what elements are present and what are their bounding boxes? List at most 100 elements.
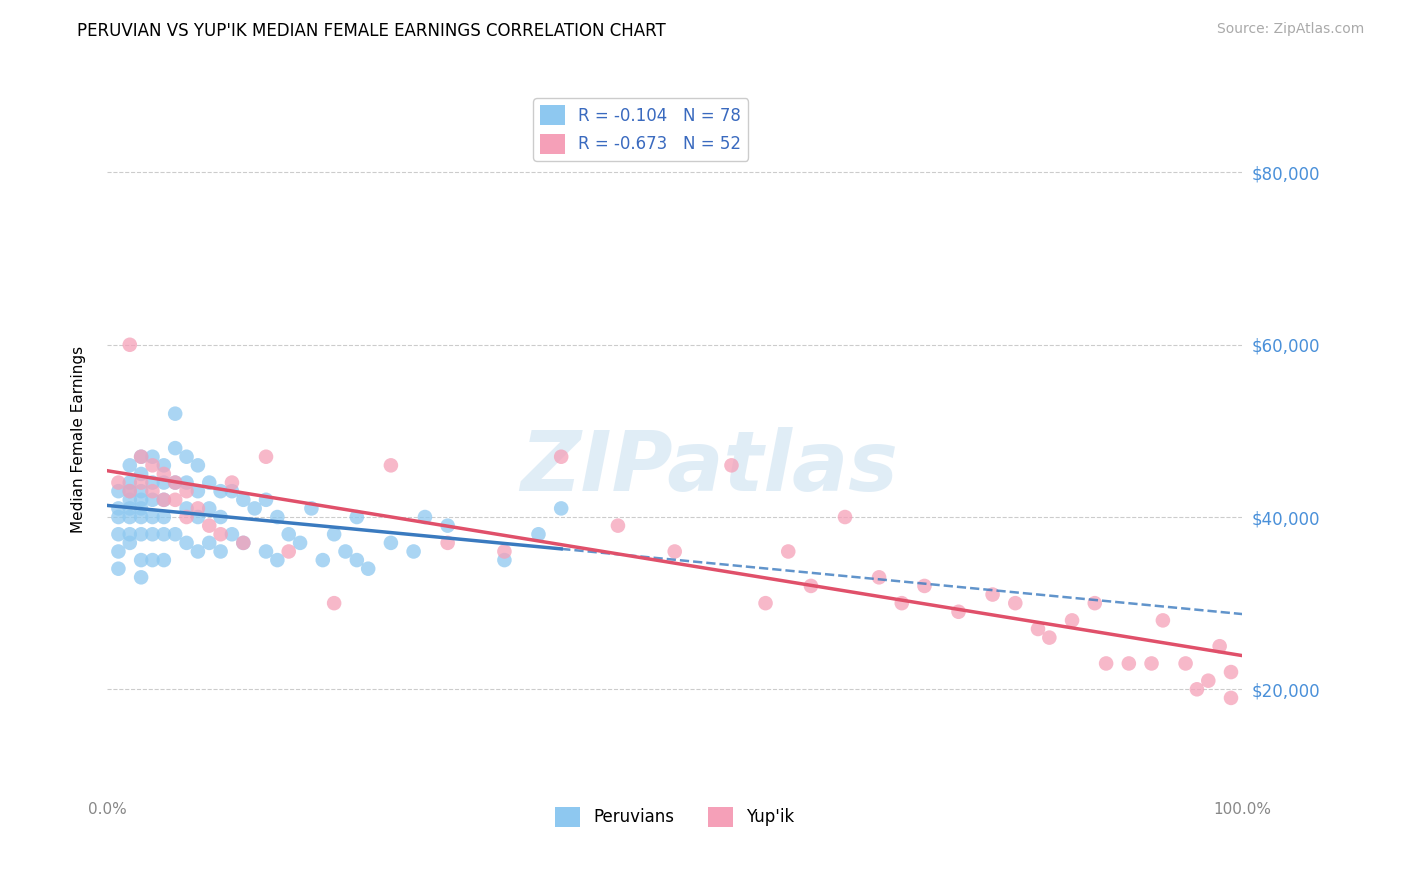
Point	[664, 544, 686, 558]
Point	[187, 501, 209, 516]
Point	[165, 441, 187, 455]
Point	[129, 570, 152, 584]
Point	[550, 450, 572, 464]
Point	[165, 475, 187, 490]
Point	[176, 450, 198, 464]
Point	[141, 510, 163, 524]
Point	[1060, 614, 1083, 628]
Point	[107, 501, 129, 516]
Point	[141, 553, 163, 567]
Point	[153, 475, 176, 490]
Point	[153, 492, 176, 507]
Point	[209, 544, 232, 558]
Point	[118, 492, 141, 507]
Point	[141, 492, 163, 507]
Point	[153, 467, 176, 481]
Point	[176, 536, 198, 550]
Point	[720, 458, 742, 473]
Point	[209, 484, 232, 499]
Point	[607, 518, 630, 533]
Point	[165, 527, 187, 541]
Point	[243, 501, 266, 516]
Point	[107, 562, 129, 576]
Point	[118, 510, 141, 524]
Point	[232, 492, 254, 507]
Point	[153, 510, 176, 524]
Point	[1084, 596, 1107, 610]
Point	[198, 518, 221, 533]
Point	[436, 536, 458, 550]
Point	[129, 484, 152, 499]
Point	[176, 510, 198, 524]
Point	[1208, 639, 1230, 653]
Point	[118, 484, 141, 499]
Point	[107, 484, 129, 499]
Point	[153, 492, 176, 507]
Point	[176, 484, 198, 499]
Point	[129, 450, 152, 464]
Point	[550, 501, 572, 516]
Point	[380, 458, 402, 473]
Point	[323, 596, 346, 610]
Point	[948, 605, 970, 619]
Point	[129, 475, 152, 490]
Point	[129, 510, 152, 524]
Point	[118, 484, 141, 499]
Point	[129, 467, 152, 481]
Point	[1004, 596, 1026, 610]
Point	[1152, 614, 1174, 628]
Point	[1118, 657, 1140, 671]
Point	[494, 553, 516, 567]
Point	[176, 501, 198, 516]
Point	[527, 527, 550, 541]
Point	[221, 475, 243, 490]
Point	[800, 579, 823, 593]
Point	[209, 527, 232, 541]
Point	[494, 544, 516, 558]
Point	[107, 544, 129, 558]
Point	[198, 501, 221, 516]
Point	[165, 475, 187, 490]
Point	[232, 536, 254, 550]
Point	[868, 570, 890, 584]
Point	[266, 553, 288, 567]
Point	[277, 544, 299, 558]
Point	[129, 501, 152, 516]
Y-axis label: Median Female Earnings: Median Female Earnings	[72, 346, 86, 533]
Point	[153, 553, 176, 567]
Point	[165, 407, 187, 421]
Point	[165, 492, 187, 507]
Point	[1185, 682, 1208, 697]
Text: ZIPatlas: ZIPatlas	[520, 427, 897, 508]
Point	[299, 501, 322, 516]
Point	[277, 527, 299, 541]
Point	[141, 527, 163, 541]
Point	[187, 484, 209, 499]
Point	[778, 544, 800, 558]
Point	[254, 492, 277, 507]
Point	[176, 475, 198, 490]
Point	[1174, 657, 1197, 671]
Point	[266, 510, 288, 524]
Point	[129, 527, 152, 541]
Point	[1038, 631, 1060, 645]
Point	[198, 536, 221, 550]
Point	[1220, 665, 1243, 679]
Point	[754, 596, 776, 610]
Text: PERUVIAN VS YUP'IK MEDIAN FEMALE EARNINGS CORRELATION CHART: PERUVIAN VS YUP'IK MEDIAN FEMALE EARNING…	[77, 22, 666, 40]
Point	[198, 475, 221, 490]
Point	[1197, 673, 1219, 688]
Point	[209, 510, 232, 524]
Point	[1140, 657, 1163, 671]
Point	[1220, 690, 1243, 705]
Point	[254, 450, 277, 464]
Point	[323, 527, 346, 541]
Legend: Peruvians, Yup'ik: Peruvians, Yup'ik	[548, 800, 801, 834]
Point	[187, 510, 209, 524]
Point	[335, 544, 357, 558]
Point	[118, 338, 141, 352]
Point	[153, 458, 176, 473]
Point	[981, 588, 1004, 602]
Point	[1026, 622, 1049, 636]
Point	[118, 458, 141, 473]
